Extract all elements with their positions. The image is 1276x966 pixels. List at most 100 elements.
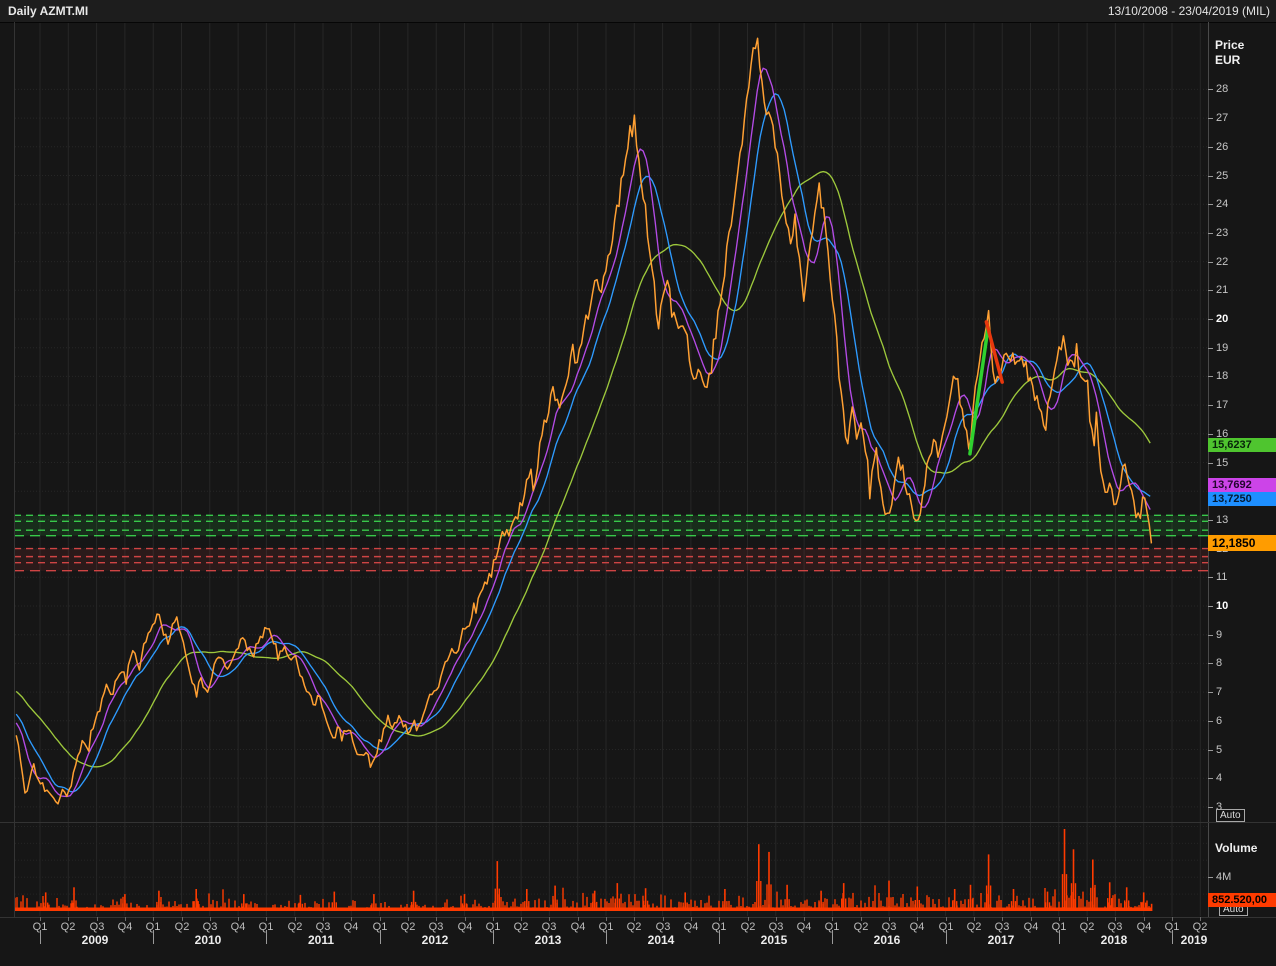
quarter-label[interactable]: Q2 xyxy=(740,921,756,933)
quarter-label[interactable]: Q3 xyxy=(89,921,105,933)
price-tick-label: 16 xyxy=(1216,428,1229,440)
price-tick-dash xyxy=(1208,405,1213,406)
quarter-tick xyxy=(1200,917,1201,921)
quarter-tick xyxy=(1002,917,1003,921)
quarter-label[interactable]: Q2 xyxy=(1079,921,1095,933)
quarter-label[interactable]: Q2 xyxy=(174,921,190,933)
quarter-label[interactable]: Q2 xyxy=(626,921,642,933)
quarter-label[interactable]: Q3 xyxy=(202,921,218,933)
price-tick-label: 23 xyxy=(1216,227,1229,239)
quarter-label[interactable]: Q1 xyxy=(145,921,161,933)
quarter-tick xyxy=(861,917,862,921)
current-price-label: 12,1850 xyxy=(1208,535,1276,551)
year-label[interactable]: 2014 xyxy=(647,933,675,947)
price-tick-label: 22 xyxy=(1216,256,1229,268)
quarter-label[interactable]: Q2 xyxy=(60,921,76,933)
quarter-label[interactable]: Q4 xyxy=(796,921,812,933)
price-level-label: 13,7692 xyxy=(1208,478,1276,492)
year-label[interactable]: 2013 xyxy=(534,933,562,947)
year-label[interactable]: 2016 xyxy=(873,933,901,947)
quarter-label[interactable]: Q1 xyxy=(1164,921,1180,933)
level-band-red xyxy=(14,547,1208,572)
price-tick-dash xyxy=(1208,319,1213,320)
quarter-label[interactable]: Q3 xyxy=(881,921,897,933)
quarter-label[interactable]: Q2 xyxy=(513,921,529,933)
chart-title: Daily AZMT.MI xyxy=(8,4,89,18)
price-tick-dash xyxy=(1208,233,1213,234)
quarter-tick xyxy=(663,917,664,921)
ma-medium-line xyxy=(15,92,1151,793)
quarter-label[interactable]: Q1 xyxy=(485,921,501,933)
quarter-label[interactable]: Q1 xyxy=(1051,921,1067,933)
pane-divider[interactable] xyxy=(0,822,1276,823)
quarter-label[interactable]: Q2 xyxy=(966,921,982,933)
quarter-label[interactable]: Q4 xyxy=(457,921,473,933)
year-label[interactable]: 2011 xyxy=(307,933,335,947)
year-label[interactable]: 2010 xyxy=(194,933,222,947)
volume-axis-title: Volume xyxy=(1215,841,1258,855)
title-bar: Daily AZMT.MI 13/10/2008 - 23/04/2019 (M… xyxy=(0,0,1276,23)
year-tick xyxy=(380,930,381,944)
quarter-label[interactable]: Q3 xyxy=(655,921,671,933)
quarter-label[interactable]: Q2 xyxy=(1192,921,1208,933)
quarter-tick xyxy=(946,917,947,921)
quarter-tick xyxy=(1144,917,1145,921)
quarter-label[interactable]: Q1 xyxy=(711,921,727,933)
price-tick-dash xyxy=(1208,290,1213,291)
quarter-tick xyxy=(465,917,466,921)
quarter-label[interactable]: Q2 xyxy=(853,921,869,933)
year-label[interactable]: 2009 xyxy=(81,933,109,947)
volume-tick-dash xyxy=(1208,877,1213,878)
x-axis-line xyxy=(0,917,1276,918)
price-tick-label: 11 xyxy=(1216,571,1228,583)
year-label[interactable]: 2019 xyxy=(1180,933,1208,947)
quarter-label[interactable]: Q3 xyxy=(994,921,1010,933)
price-tick-dash xyxy=(1208,692,1213,693)
quarter-label[interactable]: Q4 xyxy=(117,921,133,933)
quarter-label[interactable]: Q4 xyxy=(1023,921,1039,933)
quarter-label[interactable]: Q3 xyxy=(768,921,784,933)
price-tick-label: 20 xyxy=(1216,313,1229,325)
quarter-label[interactable]: Q4 xyxy=(230,921,246,933)
quarter-label[interactable]: Q2 xyxy=(400,921,416,933)
year-tick xyxy=(1059,930,1060,944)
year-label[interactable]: 2012 xyxy=(421,933,449,947)
price-tick-dash xyxy=(1208,463,1213,464)
quarter-label[interactable]: Q3 xyxy=(315,921,331,933)
quarter-tick xyxy=(1087,917,1088,921)
quarter-label[interactable]: Q4 xyxy=(1136,921,1152,933)
quarter-tick xyxy=(436,917,437,921)
quarter-label[interactable]: Q1 xyxy=(258,921,274,933)
quarter-label[interactable]: Q3 xyxy=(1107,921,1123,933)
quarter-label[interactable]: Q4 xyxy=(570,921,586,933)
price-tick-dash xyxy=(1208,663,1213,664)
price-tick-dash xyxy=(1208,520,1213,521)
quarter-tick xyxy=(748,917,749,921)
auto-button-price[interactable]: Auto xyxy=(1216,809,1245,822)
trend-down-annotation[interactable] xyxy=(984,320,1004,384)
quarter-tick xyxy=(40,917,41,921)
year-label[interactable]: 2018 xyxy=(1100,933,1128,947)
trend-up-annotation[interactable] xyxy=(968,325,990,456)
quarter-label[interactable]: Q1 xyxy=(598,921,614,933)
quarter-label[interactable]: Q1 xyxy=(824,921,840,933)
quarter-label[interactable]: Q1 xyxy=(938,921,954,933)
quarter-label[interactable]: Q4 xyxy=(683,921,699,933)
quarter-tick xyxy=(493,917,494,921)
price-tick-dash xyxy=(1208,434,1213,435)
quarter-label[interactable]: Q3 xyxy=(428,921,444,933)
quarter-tick xyxy=(889,917,890,921)
price-axis-title: Price EUR xyxy=(1215,38,1245,67)
quarter-label[interactable]: Q3 xyxy=(541,921,557,933)
quarter-label[interactable]: Q2 xyxy=(287,921,303,933)
quarter-label[interactable]: Q4 xyxy=(909,921,925,933)
year-label[interactable]: 2015 xyxy=(760,933,788,947)
quarter-label[interactable]: Q1 xyxy=(372,921,388,933)
price-tick-dash xyxy=(1208,606,1213,607)
year-tick xyxy=(266,930,267,944)
quarter-tick xyxy=(1031,917,1032,921)
quarter-label[interactable]: Q1 xyxy=(32,921,48,933)
year-label[interactable]: 2017 xyxy=(987,933,1015,947)
grid xyxy=(15,23,1207,916)
quarter-label[interactable]: Q4 xyxy=(343,921,359,933)
